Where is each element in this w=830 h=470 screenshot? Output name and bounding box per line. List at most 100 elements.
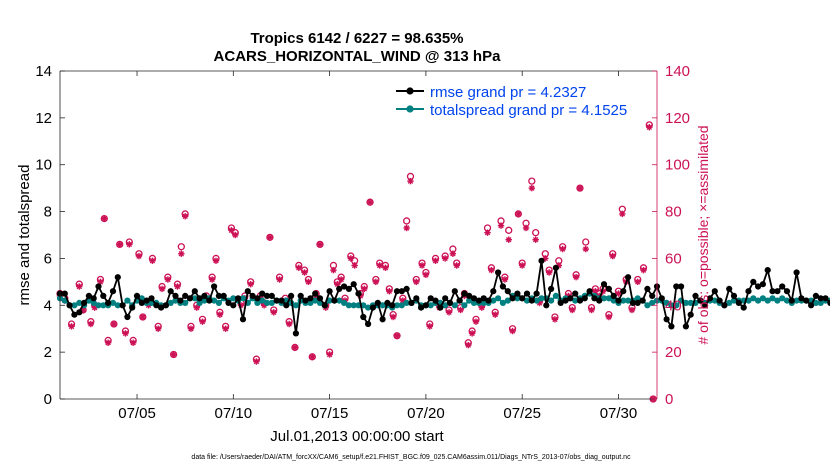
rmse-point bbox=[167, 288, 174, 295]
totalspread-point bbox=[533, 297, 540, 304]
obs-assimilated-stroke bbox=[116, 241, 123, 248]
rmse-point bbox=[114, 274, 121, 281]
x-axis-ticks: 07/05 07/10 07/15 07/20 07/25 07/30 bbox=[118, 71, 637, 422]
totalspread-point bbox=[793, 297, 800, 304]
obs-assimilated-stroke bbox=[629, 307, 635, 313]
rmse-point bbox=[673, 283, 680, 290]
obs-assimilated-marker bbox=[316, 241, 324, 248]
obs-assimilated-stroke bbox=[140, 314, 146, 320]
obs-assimilated-stroke bbox=[130, 340, 136, 346]
rmse-point bbox=[369, 304, 376, 311]
totalspread-point bbox=[451, 302, 458, 309]
rmse-point bbox=[711, 288, 718, 295]
rmse-point bbox=[779, 283, 786, 290]
left-y-tick-label: 2 bbox=[44, 344, 52, 361]
obs-assimilated-marker bbox=[457, 306, 464, 314]
obs-assimilated-marker bbox=[68, 323, 75, 330]
obs-assimilated-stroke bbox=[351, 262, 358, 269]
rmse-point bbox=[557, 299, 564, 306]
obs-assimilated-marker bbox=[216, 311, 224, 318]
obs-assimilated-marker bbox=[337, 276, 345, 283]
totalspread-point bbox=[90, 299, 97, 306]
obs-assimilated-stroke bbox=[382, 265, 389, 271]
obs-assimilated-stroke bbox=[111, 321, 117, 327]
obs-assimilated-stroke bbox=[427, 323, 433, 330]
obs-assimilated-marker bbox=[468, 330, 476, 337]
totalspread-point bbox=[552, 292, 560, 299]
rmse-point bbox=[341, 283, 348, 290]
obs-assimilated-marker bbox=[164, 276, 172, 283]
totalspread-point bbox=[292, 302, 299, 309]
rmse-point bbox=[740, 304, 747, 311]
rmse-point bbox=[764, 267, 771, 274]
rmse-point bbox=[596, 297, 603, 304]
obs-assimilated-marker bbox=[116, 241, 123, 248]
legend-spread-marker bbox=[406, 105, 414, 113]
right-y-tick-label: 140 bbox=[665, 63, 690, 80]
obs-assimilated-marker bbox=[372, 278, 380, 286]
rmse-point bbox=[230, 302, 237, 309]
rmse-point bbox=[196, 295, 203, 302]
rmse-point bbox=[759, 281, 767, 288]
obs-assimilated-stroke bbox=[484, 229, 491, 236]
rmse-point bbox=[812, 292, 820, 299]
rmse-point bbox=[634, 299, 641, 306]
rmse-point bbox=[678, 283, 685, 290]
obs-assimilated-stroke bbox=[296, 265, 302, 271]
rmse-point bbox=[162, 302, 169, 309]
obs-assimilated-marker bbox=[449, 250, 457, 257]
obs-assimilated-marker bbox=[330, 266, 337, 274]
rmse-point bbox=[817, 295, 824, 302]
obs-assimilated-marker bbox=[492, 311, 499, 318]
left-y-tick-label: 6 bbox=[44, 250, 52, 267]
totalspread-point bbox=[172, 297, 179, 304]
rmse-point bbox=[808, 302, 815, 309]
rmse-point bbox=[124, 313, 131, 321]
totalspread-point bbox=[114, 302, 121, 309]
totalspread-point bbox=[393, 302, 401, 309]
rmse-point bbox=[191, 288, 198, 295]
obs-assimilated-marker bbox=[619, 210, 626, 218]
obs-assimilated-stroke bbox=[101, 215, 108, 222]
rmse-point bbox=[384, 299, 391, 306]
rmse-point bbox=[278, 297, 285, 304]
rmse-point bbox=[109, 288, 117, 295]
rmse-point bbox=[798, 295, 805, 302]
obs-assimilated-stroke bbox=[188, 325, 194, 332]
rmse-point bbox=[504, 288, 511, 295]
totalspread-point bbox=[495, 295, 502, 302]
obs-possible-marker bbox=[177, 243, 185, 251]
totalspread-point bbox=[182, 299, 189, 306]
totalspread-point bbox=[336, 297, 343, 304]
left-y-axis-label: rmse and totalspread bbox=[16, 165, 33, 306]
rmse-point bbox=[215, 292, 222, 299]
right-y-axis-label: # of obs: o=possible; ×=assimilated bbox=[695, 125, 711, 344]
obs-assimilated-marker bbox=[382, 264, 389, 271]
obs-assimilated-marker bbox=[426, 323, 433, 330]
totalspread-point bbox=[466, 297, 473, 304]
rmse-point bbox=[600, 281, 608, 288]
rmse-point bbox=[316, 295, 324, 302]
rmse-point bbox=[528, 297, 535, 304]
rmse-point bbox=[605, 285, 613, 292]
rmse-point bbox=[514, 290, 521, 297]
totalspread-point bbox=[755, 297, 762, 304]
rmse-point bbox=[211, 283, 218, 290]
rmse-point bbox=[769, 288, 776, 295]
obs-assimilated-marker bbox=[432, 257, 439, 264]
obs-assimilated-stroke bbox=[276, 276, 283, 283]
obs-assimilated-marker bbox=[588, 306, 595, 314]
obs-assimilated-stroke bbox=[515, 211, 522, 217]
totalspread-point bbox=[625, 297, 632, 304]
obs-assimilated-marker bbox=[270, 309, 277, 316]
obs-assimilated-stroke bbox=[469, 330, 475, 337]
obs-assimilated-marker bbox=[110, 320, 118, 328]
rmse-point bbox=[827, 299, 830, 306]
rmse-point bbox=[451, 288, 458, 295]
obs-assimilated-marker bbox=[582, 245, 589, 253]
obs-assimilated-stroke bbox=[182, 213, 188, 219]
totalspread-point bbox=[783, 297, 791, 304]
rmse-point bbox=[822, 295, 829, 302]
totalspread-point bbox=[644, 302, 651, 309]
rmse-point bbox=[615, 297, 622, 304]
